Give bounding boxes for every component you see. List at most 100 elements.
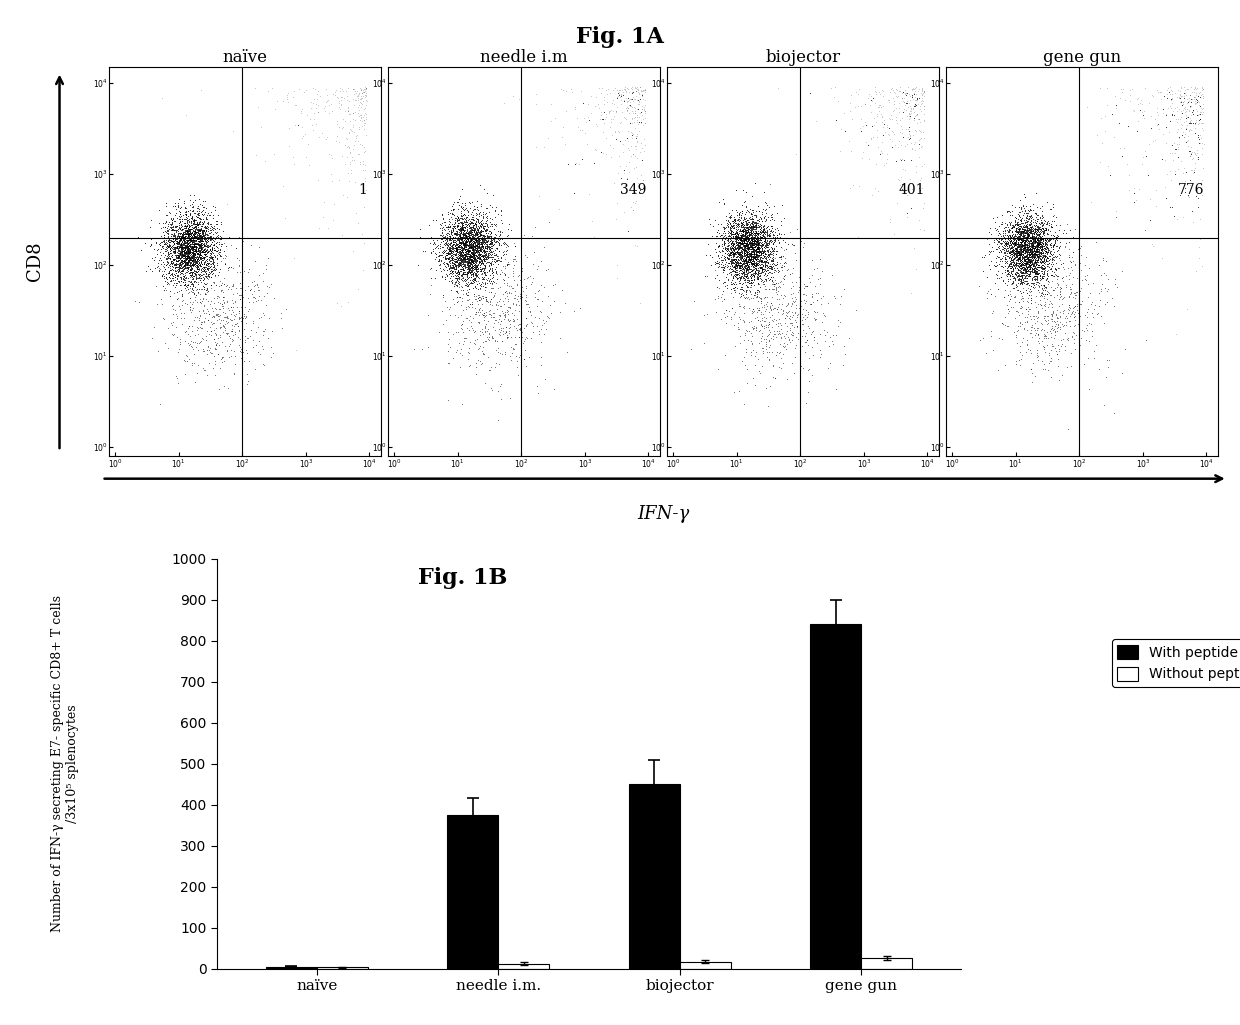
Point [755,281,775,297]
Point [1011,249,1030,265]
Point [477,323,497,339]
Point [166,251,186,268]
Point [172,230,192,246]
Point [1152,249,1172,265]
Point [482,234,502,250]
Point [206,261,226,278]
Point [728,227,748,243]
Point [725,233,745,249]
Point [580,88,600,105]
Point [166,368,186,384]
Point [446,272,466,288]
Point [451,256,471,273]
Point [512,324,532,340]
Point [334,119,353,135]
Point [720,235,740,251]
Point [188,249,208,265]
Point [449,220,469,237]
Point [1044,231,1064,247]
Point [170,226,190,242]
Point [175,259,195,276]
Point [906,158,926,174]
Point [192,223,212,240]
Point [185,252,205,269]
Point [994,236,1014,252]
Point [531,253,551,270]
Point [616,158,636,174]
Point [791,297,811,314]
Point [506,247,526,263]
Point [174,254,193,271]
Point [835,123,854,139]
Point [200,259,219,276]
Point [439,260,459,277]
Point [744,243,764,259]
Point [497,288,517,304]
Point [730,235,750,251]
Point [746,285,766,301]
Point [1030,255,1050,272]
Point [1006,265,1025,282]
Point [196,242,216,258]
Point [179,336,198,353]
Point [751,221,771,238]
Point [746,270,766,286]
Point [1044,321,1064,337]
Point [718,247,738,263]
Point [278,85,298,101]
Point [490,326,510,342]
Point [192,223,212,240]
Point [484,237,503,253]
Point [751,230,771,246]
Point [722,246,742,262]
Point [193,233,213,249]
Point [729,247,749,263]
Point [601,114,621,130]
Point [720,253,740,270]
Point [1168,111,1188,127]
Point [159,246,179,262]
Point [1002,262,1022,279]
Point [1007,232,1027,248]
Title: needle i.m: needle i.m [480,49,568,67]
Point [802,367,822,383]
Point [172,268,192,284]
Point [727,240,746,256]
Point [756,262,776,279]
Point [187,245,207,261]
Point [202,251,222,268]
Point [181,259,201,276]
Point [744,214,764,231]
Point [216,278,236,294]
Point [1019,258,1039,275]
Point [725,224,745,241]
Point [205,246,224,262]
Point [170,226,190,242]
Point [185,214,205,231]
Point [733,240,753,256]
Point [165,285,185,301]
Point [200,232,219,248]
Point [1009,208,1029,224]
Point [184,255,203,272]
Point [195,235,215,251]
Point [453,241,472,257]
Point [454,220,474,237]
Point [1008,204,1028,220]
Point [195,230,215,246]
Point [481,234,501,250]
Point [217,292,237,309]
Point [184,199,203,215]
Point [184,247,203,263]
Point [1019,342,1039,359]
Point [709,253,729,270]
Point [192,244,212,260]
Point [208,380,228,397]
Point [1028,256,1048,273]
Point [734,223,754,240]
Point [781,327,801,343]
Point [1180,87,1200,104]
Point [1045,318,1065,334]
Point [480,249,500,265]
Point [765,232,785,248]
